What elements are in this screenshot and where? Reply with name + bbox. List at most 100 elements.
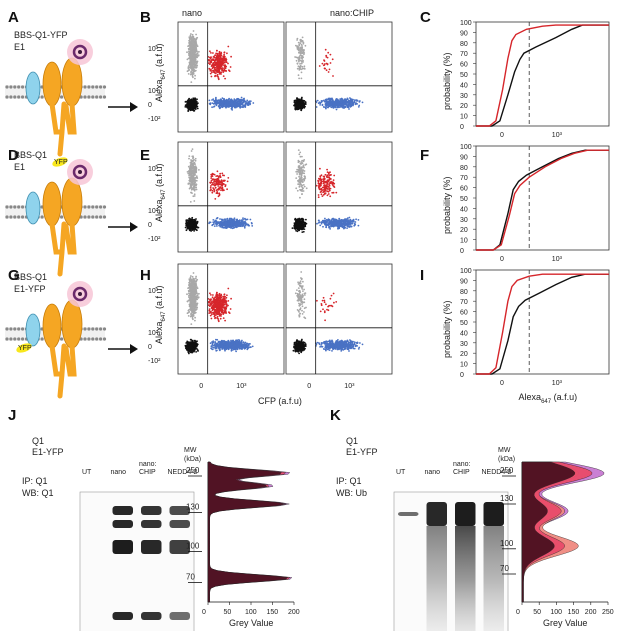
scatter-point xyxy=(211,71,213,74)
scatter-point xyxy=(189,41,192,44)
scatter-point xyxy=(295,223,297,226)
scatter-point xyxy=(301,224,304,226)
panel-letter-I: I xyxy=(420,267,424,284)
y-tick-label: -10² xyxy=(148,116,161,123)
scatter-point xyxy=(223,65,226,68)
scatter-point xyxy=(195,33,198,36)
lipid-head xyxy=(40,215,44,219)
scatter-point xyxy=(335,220,338,222)
scatter-point xyxy=(216,73,219,76)
scatter-point xyxy=(325,56,328,58)
scatter-point xyxy=(347,221,349,224)
scatter-point xyxy=(230,224,233,226)
scatter-point xyxy=(216,170,219,173)
scatter-point xyxy=(249,100,252,103)
scatter-point xyxy=(296,47,299,49)
scatter-point xyxy=(217,78,220,81)
scatter-point xyxy=(231,227,234,230)
scatter-point xyxy=(192,174,194,177)
scatter-point xyxy=(302,100,304,102)
scatter-point xyxy=(227,45,230,48)
scatter-point xyxy=(215,221,218,223)
lipid-head xyxy=(40,337,44,341)
scatter-point xyxy=(236,103,239,106)
lipid-head xyxy=(95,85,99,89)
lipid-head xyxy=(91,337,95,341)
scatter-point xyxy=(195,169,198,171)
scatter-point xyxy=(191,184,193,187)
scatter-point xyxy=(190,103,193,105)
lipid-head xyxy=(87,337,91,341)
scatter-point xyxy=(296,220,298,223)
scatter-point xyxy=(224,99,227,102)
scatter-point xyxy=(185,100,188,103)
scatter-point xyxy=(221,181,224,184)
scatter-point xyxy=(295,100,298,103)
arrow-head xyxy=(130,222,138,232)
lipid-head xyxy=(102,85,107,89)
scatter-point xyxy=(218,107,221,109)
scatter-point xyxy=(193,224,196,227)
scatter-point xyxy=(222,101,225,104)
yfp-tag-label: YFP xyxy=(54,159,68,166)
scatter-point xyxy=(198,50,200,53)
scatter-point xyxy=(326,63,329,66)
scatter-point xyxy=(247,102,250,105)
scatter-point xyxy=(220,189,222,192)
scatter-point xyxy=(232,218,235,221)
scatter-point xyxy=(341,98,344,101)
scatter-point xyxy=(219,223,222,225)
lipid-head xyxy=(17,327,21,331)
scatter-point xyxy=(208,67,211,70)
scatter-point xyxy=(302,56,304,59)
scatter-point xyxy=(190,174,193,177)
scatter-point xyxy=(215,183,218,185)
scatter-point xyxy=(195,222,198,225)
scatter-point xyxy=(223,61,225,64)
scatter-point xyxy=(209,50,211,53)
scatter-point xyxy=(301,227,304,230)
scatter-point xyxy=(193,60,196,62)
scatter-point xyxy=(335,100,337,102)
scatter-point xyxy=(191,216,194,219)
scatter-point xyxy=(346,97,349,100)
scatter-point xyxy=(347,99,350,102)
scatter-point xyxy=(209,189,212,192)
scatter-point xyxy=(188,52,191,54)
lipid-head xyxy=(40,95,44,99)
scatter-point xyxy=(345,220,348,223)
scatter-point xyxy=(299,39,302,41)
scatter-point xyxy=(195,186,198,189)
e1-subunit xyxy=(25,71,41,105)
scatter-point xyxy=(186,227,189,230)
scatter-point xyxy=(343,227,345,230)
lipid-head xyxy=(13,215,17,219)
scatter-point xyxy=(228,226,231,229)
scatter-point xyxy=(209,59,211,62)
lipid-head xyxy=(99,85,103,89)
lipid-head xyxy=(83,85,87,89)
scatter-point xyxy=(190,181,193,184)
scatter-point xyxy=(328,68,331,71)
scatter-point xyxy=(193,186,195,189)
scatter-point xyxy=(244,224,247,227)
panel-letter-A: A xyxy=(8,9,19,26)
scatter-point xyxy=(189,105,192,108)
scatter-point xyxy=(318,101,321,104)
scatter-point xyxy=(194,176,196,179)
lipid-head xyxy=(83,205,87,209)
scatter-point xyxy=(197,54,200,57)
scatter-point xyxy=(193,230,196,232)
scatter-point xyxy=(211,173,214,176)
scatter-point xyxy=(214,54,217,56)
scatter-point xyxy=(296,223,299,226)
scatter-point xyxy=(211,189,214,192)
scatter-point xyxy=(301,58,304,60)
scatter-point xyxy=(353,224,356,226)
scatter-point xyxy=(219,186,222,189)
scatter-point xyxy=(189,224,192,227)
scatter-point xyxy=(189,169,192,172)
scatter-point xyxy=(332,100,334,103)
scatter-point xyxy=(331,98,334,101)
